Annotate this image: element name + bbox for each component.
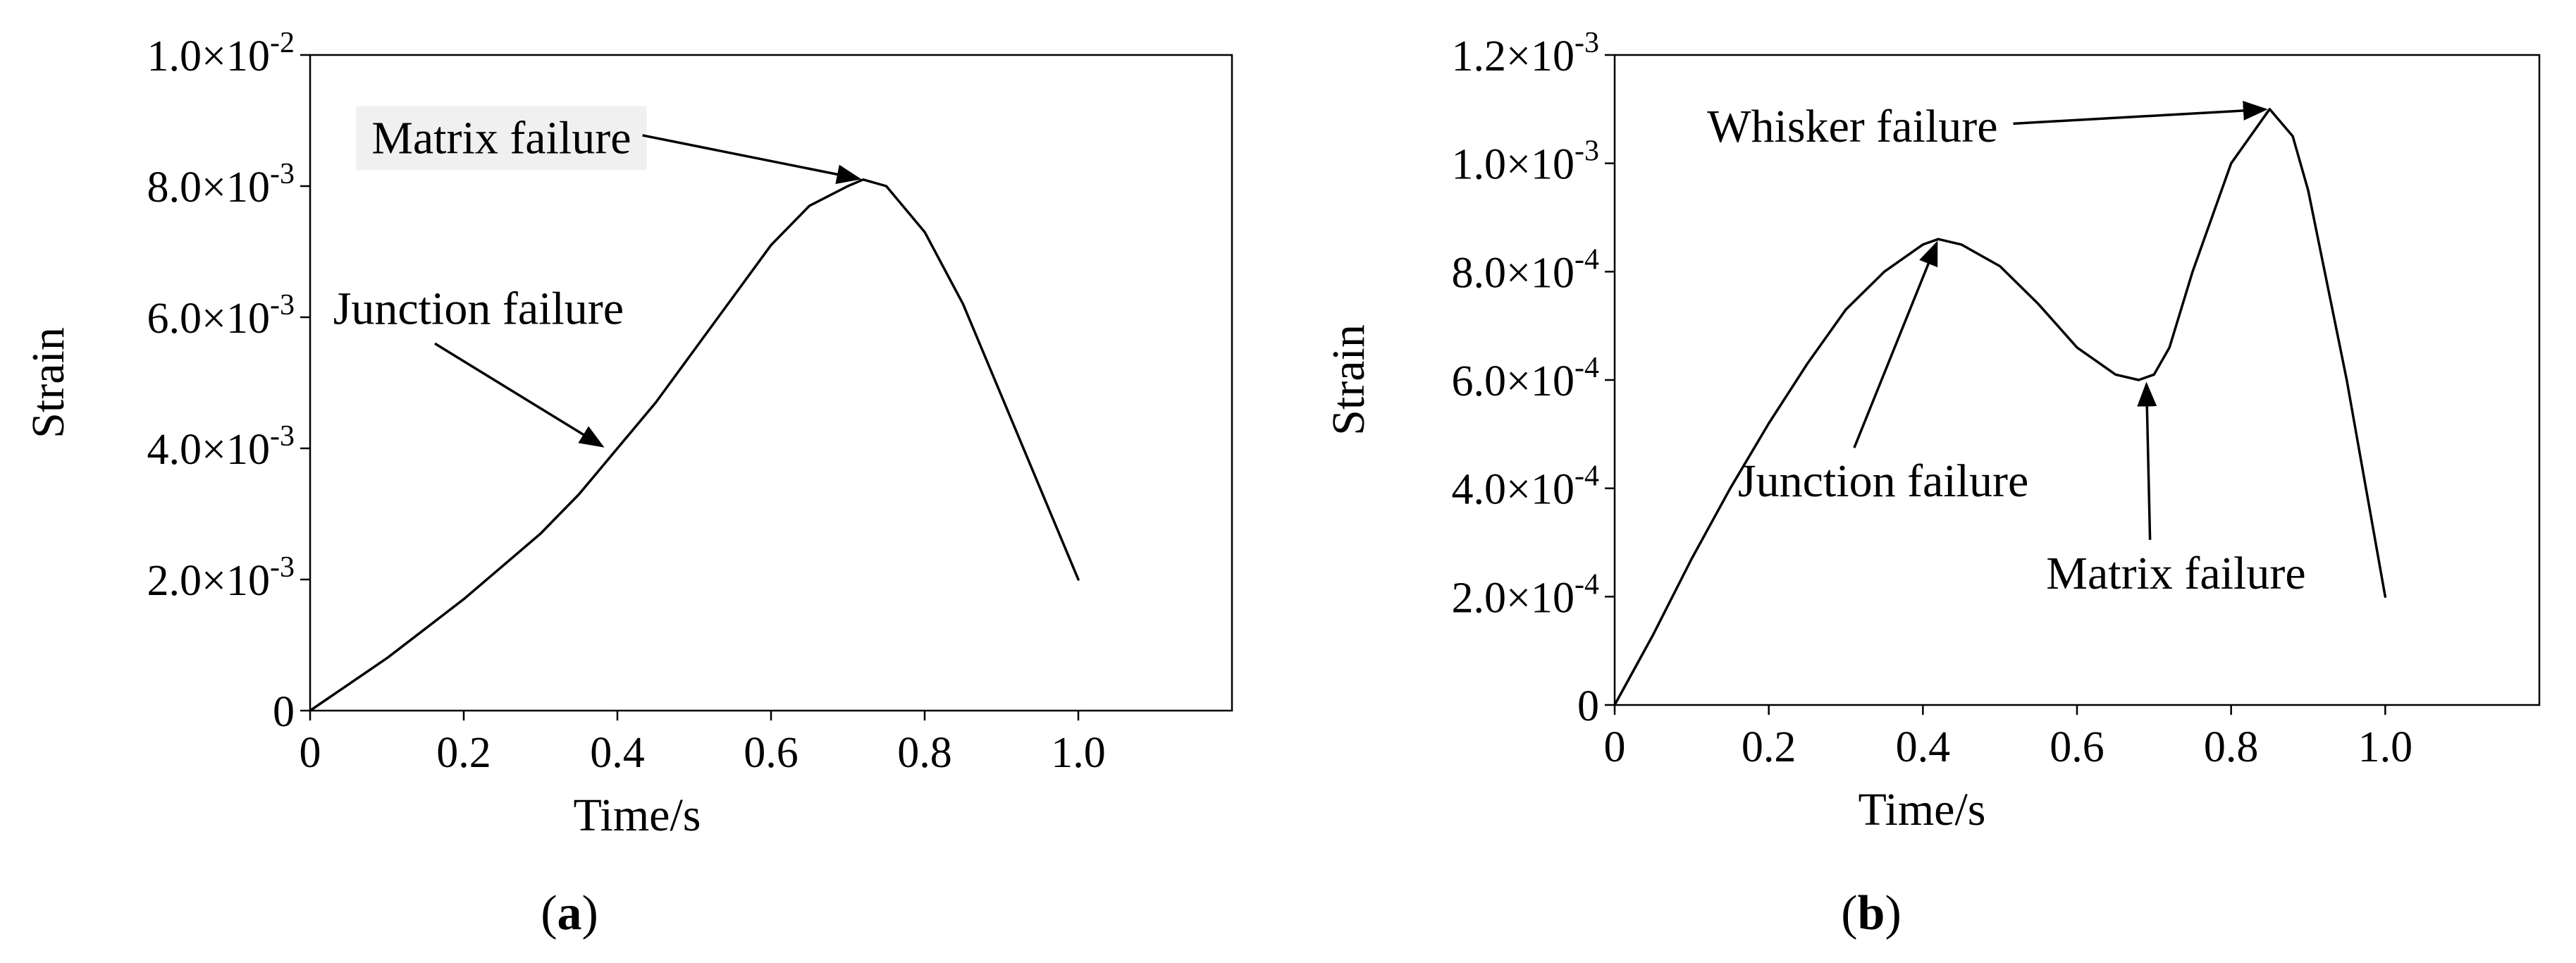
- y-tick-label: 4.0×10-4: [1452, 460, 1599, 514]
- x-axis-label: Time/s: [1859, 784, 1986, 835]
- annotation-label: Whisker failure: [1707, 101, 1997, 152]
- x-tick-label: 0: [300, 729, 321, 777]
- y-tick-label: 8.0×10-3: [147, 158, 295, 211]
- annotation-arrow: [434, 342, 605, 448]
- annotation-highlight: [356, 106, 647, 171]
- annotation-label: Junction failure: [1738, 455, 2028, 507]
- y-tick-label: 0: [273, 688, 295, 736]
- y-axis-label: Strain: [1323, 324, 1374, 436]
- x-tick-label: 0: [1604, 723, 1626, 771]
- annotation-arrow: [642, 134, 862, 185]
- y-tick-label: 4.0×10-3: [147, 420, 295, 474]
- x-tick-label: 0.6: [744, 729, 799, 777]
- annotation-label: Matrix failure: [371, 113, 631, 164]
- x-tick-label: 0.6: [2050, 723, 2104, 771]
- x-tick-label: 0.4: [590, 729, 645, 777]
- y-tick-label: 6.0×10-3: [147, 289, 295, 343]
- y-tick-label: 2.0×10-3: [147, 551, 295, 605]
- x-tick-label: 0.8: [2204, 723, 2259, 771]
- y-tick-label: 1.0×10-3: [1452, 135, 1599, 189]
- annotation-label: Matrix failure: [2046, 548, 2305, 599]
- series-line: [1613, 108, 2387, 706]
- x-tick-label: 0.4: [1896, 723, 1951, 771]
- y-tick-label: 6.0×10-4: [1452, 352, 1599, 405]
- chart-panel-b: 0 0.2 0.4 0.6 0.8 1.0 0 2.0×10-4 4.0×10-4 6.0×10-…: [1323, 27, 2541, 940]
- x-tick-label: 0.2: [1742, 723, 1797, 771]
- annotation-label: Junction failure: [333, 283, 624, 334]
- y-tick-label: 1.0×10-2: [147, 27, 295, 80]
- panel-label: (a): [541, 886, 598, 940]
- x-tick-label: 0.8: [897, 729, 952, 777]
- panel-label: (b): [1841, 886, 1902, 940]
- chart-panel-a: 0 0.2 0.4 0.6 0.8 1.0 0 2.0×10-3 4.0×10-3 6.0×10-…: [23, 27, 1233, 940]
- annotation-arrow: [2137, 381, 2157, 540]
- annotation-arrow: [2013, 100, 2268, 125]
- series-line: [309, 178, 1080, 712]
- plot-frame: [1613, 54, 2541, 706]
- y-tick-label: 2.0×10-4: [1452, 568, 1599, 622]
- x-tick-label: 1.0: [2358, 723, 2413, 771]
- y-tick-label: 8.0×10-4: [1452, 243, 1599, 297]
- x-tick-label: 1.0: [1051, 729, 1106, 777]
- y-tick-label: 1.2×10-3: [1452, 27, 1599, 80]
- y-axis-label: Strain: [23, 327, 74, 438]
- x-tick-label: 0.2: [436, 729, 491, 777]
- y-tick-label: 0: [1577, 682, 1599, 730]
- x-axis-label: Time/s: [574, 790, 701, 841]
- annotation-arrow: [1853, 240, 1938, 448]
